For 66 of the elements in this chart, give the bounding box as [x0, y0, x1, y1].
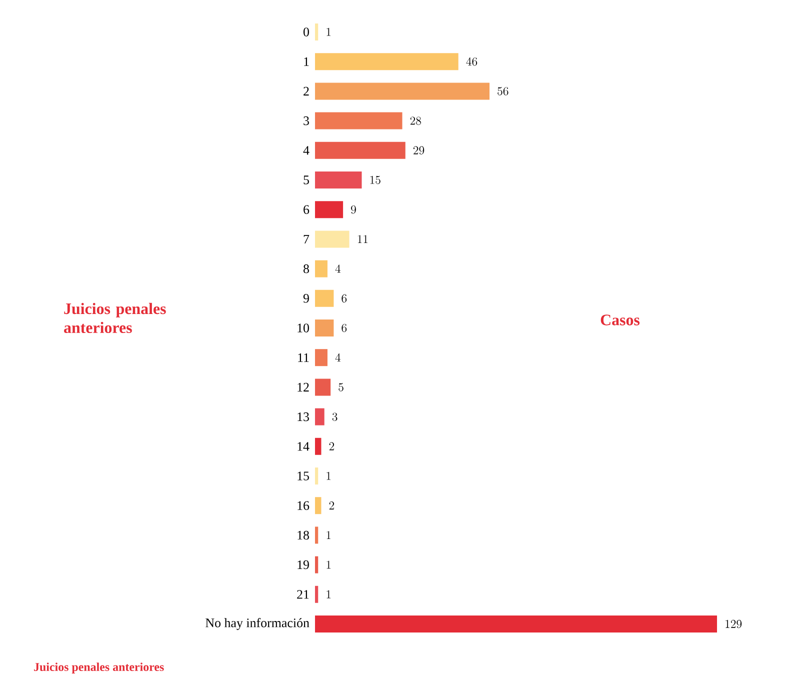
x-axis-title: Casos — [600, 314, 640, 326]
y-tick-label: 14 — [298, 442, 310, 451]
data-label: 3 — [332, 412, 338, 421]
y-tick-label: 21 — [297, 590, 309, 599]
data-label: 2 — [329, 501, 334, 510]
y-tick-label: 10 — [298, 324, 309, 332]
bar — [315, 556, 318, 574]
data-label: 9 — [351, 205, 356, 214]
y-tick-label: 3 — [304, 116, 309, 126]
y-tick-label: 8 — [304, 264, 309, 274]
bar — [315, 260, 328, 278]
y-tick-label: No hay información — [206, 618, 310, 630]
bar — [315, 53, 458, 70]
y-tick-label: 0 — [304, 28, 309, 36]
data-label: 15 — [370, 176, 380, 184]
bar — [315, 82, 490, 100]
data-label: 129 — [726, 620, 742, 628]
bar — [315, 230, 350, 248]
y-axis-title: Juicios penales anteriores — [64, 302, 166, 334]
y-tick-label: 12 — [298, 382, 309, 392]
text: Juicios penales anteriores — [34, 662, 164, 674]
y-tick-label: 13 — [298, 412, 309, 422]
data-label: 29 — [413, 146, 424, 154]
bar — [315, 497, 322, 514]
bar — [315, 615, 718, 632]
bar — [315, 349, 328, 366]
data-label: 4 — [335, 353, 341, 362]
y-tick-label: 9 — [303, 294, 309, 303]
y-tick-label: 16 — [298, 501, 310, 510]
bar — [315, 201, 344, 218]
bar — [315, 526, 318, 544]
data-label: 4 — [335, 264, 341, 273]
y-tick-label: 19 — [298, 560, 309, 570]
bar — [315, 467, 318, 484]
data-label: 11 — [358, 235, 368, 244]
data-label: 6 — [342, 324, 347, 332]
data-label: 1 — [326, 560, 331, 569]
data-label: 1 — [326, 28, 331, 36]
bar — [315, 378, 331, 396]
data-label: 1 — [326, 472, 331, 480]
data-label: 6 — [342, 294, 347, 302]
bar — [315, 290, 334, 307]
y-tick-label: 15 — [298, 472, 309, 480]
y-tick-label: 7 — [304, 234, 310, 244]
data-label: 28 — [410, 116, 421, 125]
data-label: 46 — [466, 57, 478, 66]
y-tick-label: 2 — [304, 86, 309, 96]
data-label: 1 — [326, 590, 331, 598]
bar — [315, 142, 406, 159]
bar — [315, 586, 318, 603]
y-tick-label: 1 — [304, 57, 309, 66]
y-tick-label: 4 — [303, 146, 310, 155]
bar — [315, 171, 362, 188]
y-tick-label: 11 — [298, 353, 309, 362]
y-tick-label: 5 — [304, 176, 309, 184]
data-label: 1 — [326, 531, 331, 540]
bar — [315, 319, 334, 336]
bar — [315, 438, 322, 455]
y-tick-label: 18 — [298, 530, 309, 540]
data-label: 5 — [338, 383, 344, 392]
bar — [315, 23, 318, 40]
bar — [315, 408, 324, 426]
y-tick-label: 6 — [304, 205, 310, 214]
data-label: 2 — [329, 442, 334, 450]
data-label: 56 — [498, 87, 508, 96]
bar — [315, 112, 402, 130]
